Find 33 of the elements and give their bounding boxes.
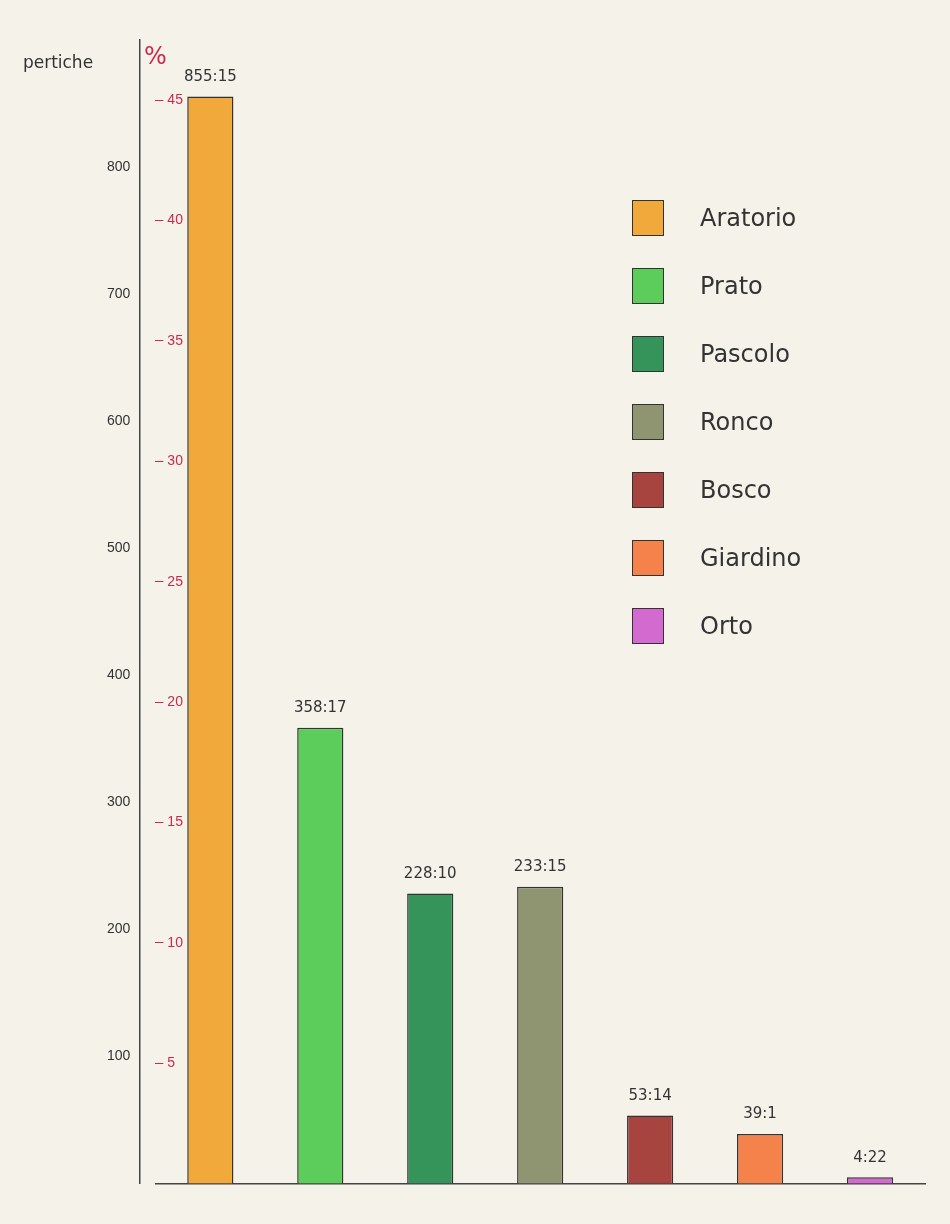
text: 53:14: [628, 1085, 672, 1104]
y-tick-label: 500: [107, 539, 131, 556]
y-tick-label: 300: [107, 793, 131, 810]
y2-tick-label: 5: [167, 1054, 176, 1071]
legend-label: Giardino: [700, 544, 802, 572]
legend-label: Aratorio: [700, 204, 797, 232]
legend-label: Ronco: [700, 408, 774, 436]
text: 228:10: [403, 863, 457, 882]
text: 4:22: [853, 1147, 887, 1166]
y2-tick-label: 20: [167, 692, 184, 709]
legend-label: Prato: [700, 272, 763, 300]
y-tick-label: 200: [107, 920, 131, 937]
y-tick-label: 100: [107, 1047, 131, 1064]
text: 855:15: [183, 66, 237, 85]
y-tick-label: 700: [107, 284, 131, 301]
y-tick-label: 400: [107, 666, 131, 683]
y2-tick-label: 25: [167, 572, 184, 589]
legend-label: Pascolo: [700, 340, 790, 368]
y-tick-label: 800: [107, 157, 131, 174]
legend-label: Bosco: [700, 476, 772, 504]
y2-tick-label: 15: [167, 813, 184, 830]
text: 358:17: [293, 698, 347, 717]
text: 233:15: [513, 857, 567, 876]
y2-tick-label: 45: [167, 91, 184, 108]
y-axis-title: pertiche: [22, 52, 94, 73]
y2-tick-label: 40: [167, 211, 184, 228]
legend-label: Orto: [700, 612, 753, 640]
y2-tick-label: 30: [167, 452, 184, 469]
y2-axis-title: %: [143, 42, 167, 71]
y-tick-label: 600: [107, 412, 131, 429]
text: 39:1: [743, 1104, 777, 1123]
y2-tick-label: 35: [167, 331, 184, 348]
y2-tick-label: 10: [167, 933, 184, 950]
